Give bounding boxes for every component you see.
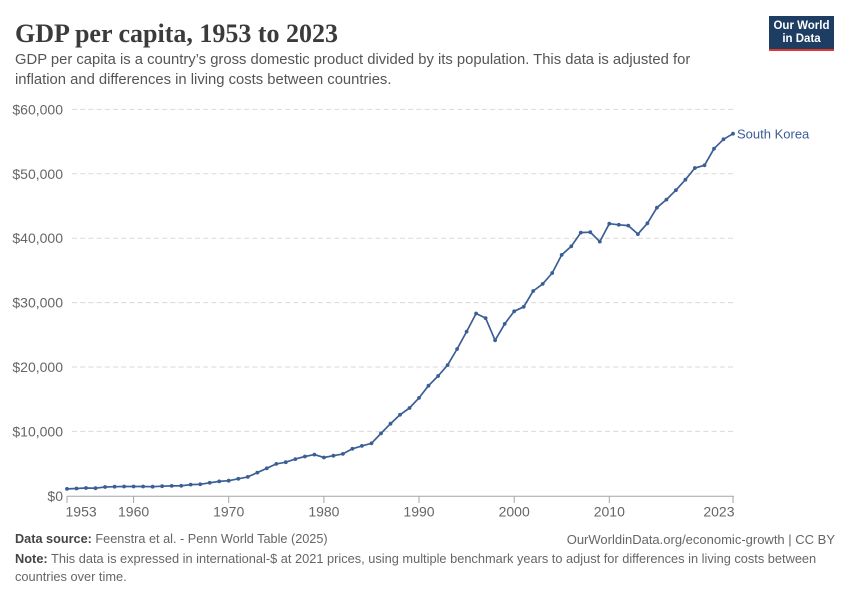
svg-text:$0: $0 xyxy=(47,488,63,504)
svg-text:1953: 1953 xyxy=(66,504,97,520)
svg-text:$40,000: $40,000 xyxy=(12,230,63,246)
svg-text:$50,000: $50,000 xyxy=(12,166,63,182)
svg-text:$60,000: $60,000 xyxy=(12,101,63,117)
svg-text:2010: 2010 xyxy=(594,504,625,520)
svg-text:$30,000: $30,000 xyxy=(12,295,63,311)
svg-text:South Korea: South Korea xyxy=(737,127,810,142)
svg-text:1980: 1980 xyxy=(308,504,339,520)
svg-text:1960: 1960 xyxy=(118,504,149,520)
svg-text:2023: 2023 xyxy=(703,504,734,520)
svg-text:2000: 2000 xyxy=(499,504,530,520)
svg-text:1970: 1970 xyxy=(213,504,244,520)
svg-text:$20,000: $20,000 xyxy=(12,359,63,375)
svg-text:$10,000: $10,000 xyxy=(12,423,63,439)
svg-text:1990: 1990 xyxy=(403,504,434,520)
